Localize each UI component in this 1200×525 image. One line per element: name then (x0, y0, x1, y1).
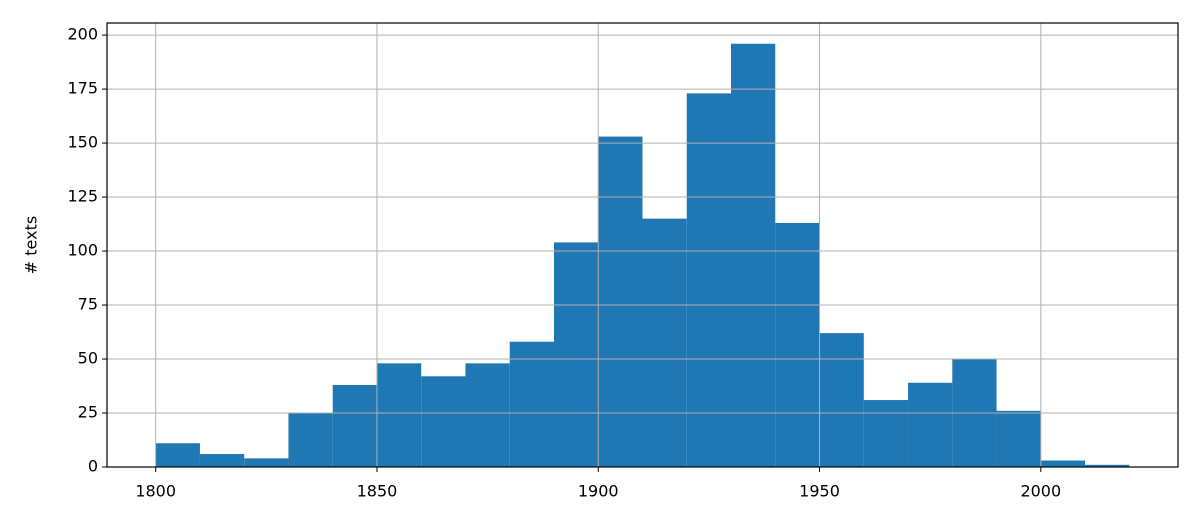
bar (686, 93, 732, 467)
x-tick-label: 2000 (1020, 482, 1061, 501)
x-tick-label: 1900 (578, 482, 619, 501)
bar (908, 382, 953, 467)
y-tick-label: 175 (67, 79, 98, 98)
y-axis-label: # texts (22, 216, 41, 274)
y-tick-label: 150 (67, 133, 98, 152)
y-tick-label: 0 (88, 457, 98, 476)
bar (509, 341, 554, 467)
bar (996, 410, 1041, 467)
x-tick-label: 1850 (357, 482, 398, 501)
bar (1085, 464, 1130, 467)
y-tick-label: 50 (78, 349, 98, 368)
bar (863, 400, 909, 467)
y-tick-label: 25 (78, 403, 98, 422)
bar (421, 376, 466, 467)
bar (332, 384, 377, 467)
bar (553, 242, 599, 467)
bar (819, 333, 864, 467)
bar (598, 136, 643, 468)
bar (376, 363, 422, 467)
bar (244, 458, 289, 467)
bar (775, 222, 820, 467)
y-tick-label: 200 (67, 25, 98, 44)
bar (199, 454, 245, 467)
bar (1040, 460, 1086, 467)
bar (642, 218, 687, 467)
y-tick-label: 100 (67, 241, 98, 260)
bar (465, 363, 510, 467)
bar (288, 413, 333, 467)
x-tick-label: 1950 (799, 482, 840, 501)
bars (155, 43, 1130, 468)
axes: 0 25 50 75 100 125 150 175 200 1800 1850 1900 1950 20… (67, 22, 1179, 501)
x-tick-label: 1800 (135, 482, 176, 501)
bar (731, 43, 776, 468)
y-tick-label: 75 (78, 295, 98, 314)
y-tick-label: 125 (67, 187, 98, 206)
bar (155, 443, 200, 467)
plot-frame (106, 22, 1179, 468)
